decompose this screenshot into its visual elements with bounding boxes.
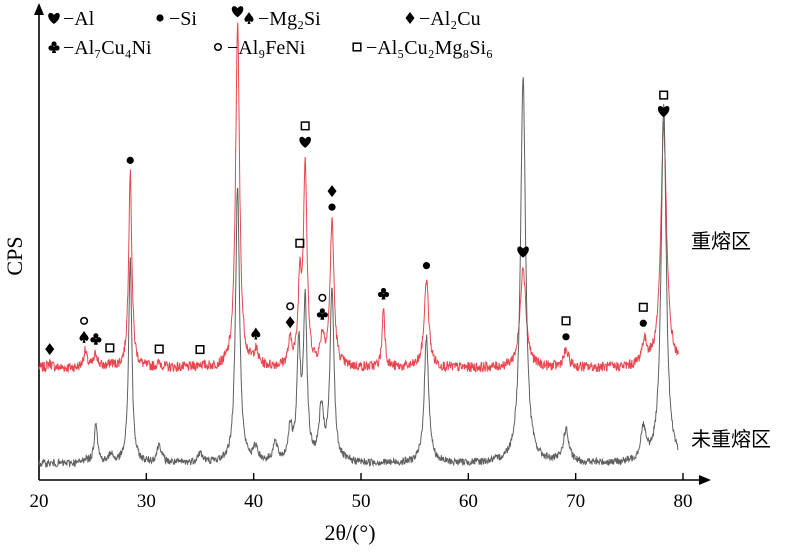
peak-marker-circle xyxy=(80,316,89,325)
series-label-unremelted: 未重熔区 xyxy=(691,427,771,451)
series-line-1 xyxy=(38,77,679,468)
legend-label: −Al₂Cu xyxy=(419,8,481,30)
legend-label: −Al₉FeNi xyxy=(227,37,306,59)
peak-marker-square xyxy=(195,345,205,355)
x-tick-label: 50 xyxy=(352,491,371,512)
x-tick-label: 20 xyxy=(30,491,49,512)
legend-icon-square xyxy=(352,42,362,52)
x-tick-label: 70 xyxy=(566,491,585,512)
series-layer xyxy=(38,22,679,468)
legend-label: −Al₇Cu₄Ni xyxy=(63,37,152,59)
peak-marker-circle xyxy=(318,293,327,302)
legend-label: −Si xyxy=(169,8,197,30)
legend-icon-diamond xyxy=(405,12,415,24)
peak-marker-club xyxy=(377,287,390,300)
peak-marker-diamond xyxy=(327,185,337,198)
peak-marker-circle xyxy=(286,302,295,311)
peak-marker-square xyxy=(154,344,164,354)
legend-icon-dot xyxy=(156,14,164,22)
peak-marker-square xyxy=(638,302,648,312)
peak-marker-spade xyxy=(79,330,89,343)
peak-marker-diamond xyxy=(285,316,295,329)
legend-label: −Mg₂Si xyxy=(258,8,321,30)
peak-marker-dot xyxy=(422,262,431,270)
peak-marker-spade xyxy=(251,327,261,340)
peak-marker-square xyxy=(105,343,115,353)
peak-marker-club xyxy=(90,333,102,345)
legend-label: −Al₅Cu₂Mg₈Si₆ xyxy=(366,37,493,59)
x-tick-label: 30 xyxy=(137,491,156,512)
series-line-0 xyxy=(38,22,679,374)
peak-marker-diamond xyxy=(45,343,55,356)
legend-label: −Al xyxy=(63,8,95,30)
peak-marker-heart xyxy=(299,136,311,148)
peak-marker-club xyxy=(316,308,328,320)
peak-marker-square xyxy=(300,121,310,131)
y-axis-label: CPS xyxy=(2,236,27,275)
peak-marker-square xyxy=(295,238,305,248)
x-tick-label: 60 xyxy=(459,491,478,512)
legend: −Al −Si −Mg₂Si −Al₂Cu −Al₇Cu₄Ni −Al₉FeNi −Al₅C… xyxy=(48,8,493,59)
peak-marker-dot xyxy=(126,156,134,164)
x-axis-label: 2θ/(°) xyxy=(324,520,375,545)
x-tick-label: 80 xyxy=(674,491,693,512)
legend-icon-spade xyxy=(244,12,254,24)
x-tick-label: 40 xyxy=(244,491,263,512)
peak-marker-dot xyxy=(562,333,570,341)
peak-marker-heart xyxy=(657,105,670,118)
peak-marker-dot xyxy=(639,319,647,327)
peak-marker-dot xyxy=(328,203,336,211)
peak-marker-square xyxy=(561,316,571,326)
legend-icon-heart xyxy=(48,12,60,24)
peak-marker-square xyxy=(659,90,669,100)
series-label-remelted: 重熔区 xyxy=(691,229,751,253)
peak-markers xyxy=(45,6,670,356)
legend-icon-club xyxy=(48,41,60,53)
peak-marker-heart xyxy=(231,6,244,18)
peak-marker-heart xyxy=(517,246,529,258)
x-ticks: 20 30 40 50 60 70 80 xyxy=(30,473,693,512)
legend-icon-circle xyxy=(213,42,223,52)
